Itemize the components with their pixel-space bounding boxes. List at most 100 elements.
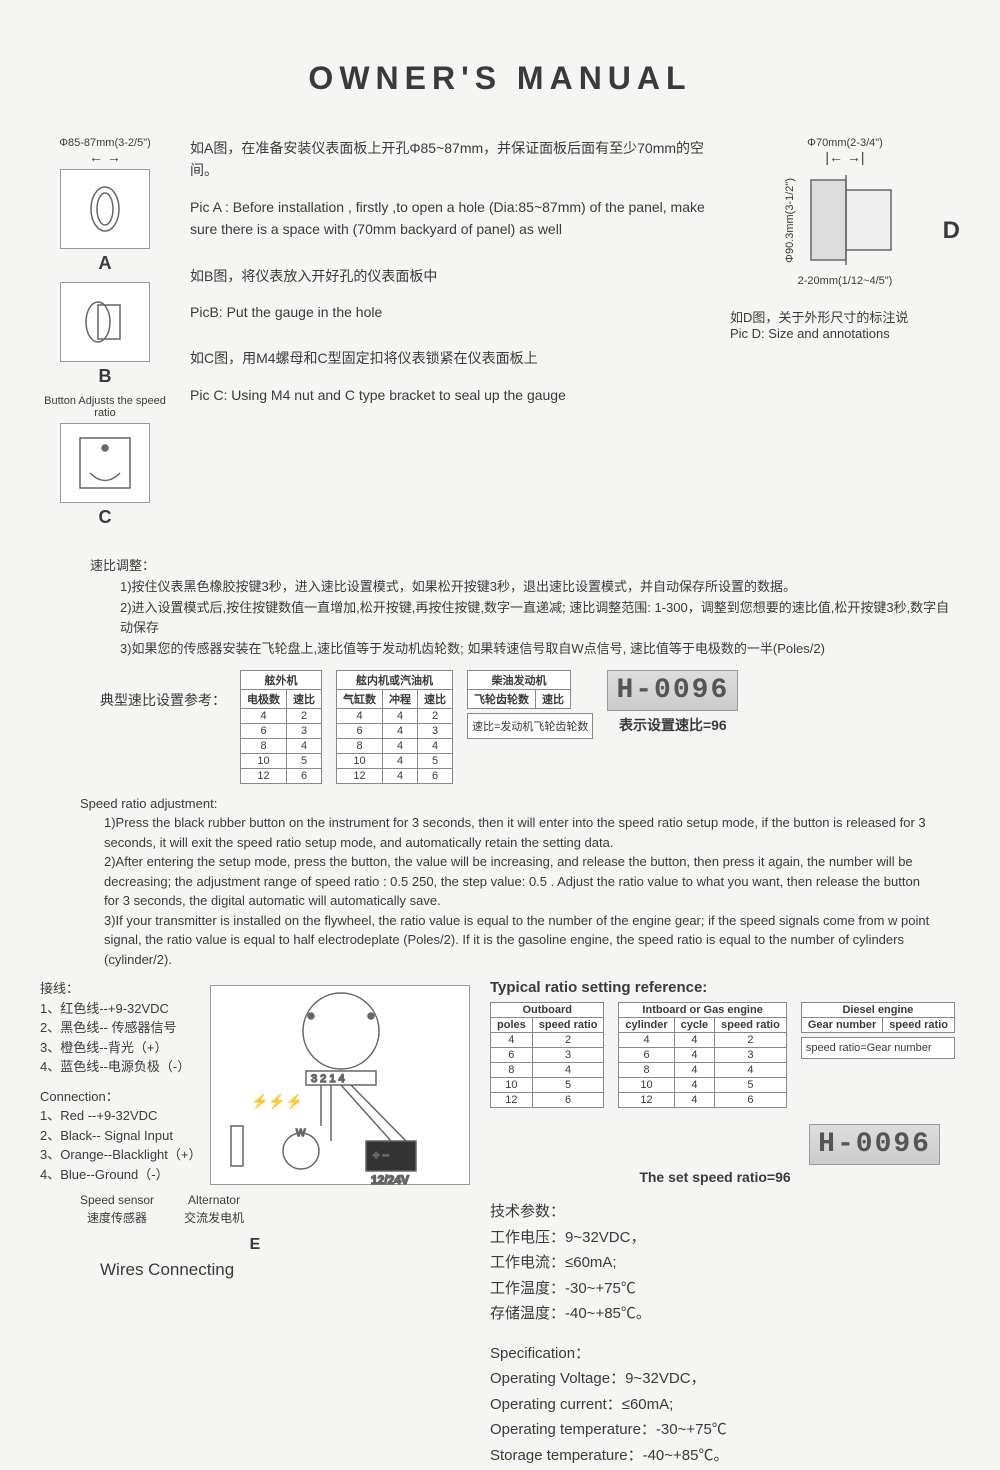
arrow-icon: ← → bbox=[40, 149, 170, 165]
diagram-d-icon bbox=[796, 165, 906, 275]
table-cell: 4 bbox=[383, 753, 418, 768]
speed-sensor-label: Speed sensor bbox=[80, 1191, 154, 1209]
table-cell: 4 bbox=[674, 1063, 715, 1078]
wire-en-title: Connection： bbox=[40, 1087, 210, 1107]
table-cell: 4 bbox=[674, 1033, 715, 1048]
table-cell: 4 bbox=[674, 1078, 715, 1093]
table-cell: 10 bbox=[491, 1078, 533, 1093]
spec-en-2: Operating current：≤60mA; bbox=[490, 1392, 960, 1418]
right-bottom: Typical ratio setting reference: Outboar… bbox=[470, 979, 960, 1468]
table-cell: 4 bbox=[337, 708, 383, 723]
table-cell: 4 bbox=[491, 1033, 533, 1048]
diesel-en-block: Diesel engine Gear numberspeed ratio spe… bbox=[801, 1002, 955, 1059]
dim-d-side: Φ90.3mm(3-1/2") bbox=[784, 178, 796, 263]
ratio-en-title: Speed ratio adjustment: bbox=[80, 794, 930, 814]
wire-en-2: 2、Black-- Signal Input bbox=[40, 1126, 210, 1146]
table-cell: 4 bbox=[715, 1063, 787, 1078]
dim-a-text: Φ85-87mm(3-2/5") bbox=[40, 137, 170, 149]
ratio-cn-2: 2)进入设置模式后,按住按键数值一直增加,松开按键,再按住按键,数字一直递减; … bbox=[90, 598, 960, 640]
table-cell: 3 bbox=[715, 1048, 787, 1063]
table-cell: 4 bbox=[674, 1048, 715, 1063]
table-cell: 2 bbox=[715, 1033, 787, 1048]
arrow-d-icon: |← →| bbox=[730, 149, 960, 165]
table-title: 舷内机或汽油机 bbox=[337, 670, 453, 689]
speed-sensor-cn: 速度传感器 bbox=[80, 1209, 154, 1227]
wires-connecting: Wires Connecting bbox=[100, 1257, 470, 1283]
lcd-caption-en: The set speed ratio=96 bbox=[490, 1169, 940, 1185]
table-cell: 8 bbox=[491, 1063, 533, 1078]
spec-en-4: Storage temperature：-40~+85℃。 bbox=[490, 1443, 960, 1469]
diagram-a bbox=[60, 169, 150, 249]
table-cell: 6 bbox=[287, 768, 322, 783]
diagram-b bbox=[60, 282, 150, 362]
wire-en-1: 1、Red --+9-32VDC bbox=[40, 1106, 210, 1126]
wiring-diagram: 3 2 1 4 + − 12/24V W ⚡⚡⚡ bbox=[210, 985, 470, 1185]
diesel-formula-cn: 速比=发动机飞轮齿轮数 bbox=[467, 713, 593, 739]
table-cell: 2 bbox=[532, 1033, 604, 1048]
ratio-cn-3: 3)如果您的传感器安装在飞轮盘上,速比值等于发动机齿轮数; 如果转速信号取自W点… bbox=[90, 639, 960, 660]
table-cell: 5 bbox=[287, 753, 322, 768]
table-cell: 3 bbox=[532, 1048, 604, 1063]
table-cell: 4 bbox=[383, 723, 418, 738]
left-diagrams: Φ85-87mm(3-2/5") ← → A B Button Adjusts … bbox=[40, 137, 170, 536]
svg-text:W: W bbox=[296, 1128, 306, 1139]
ref-cn-label: 典型速比设置参考： bbox=[100, 690, 226, 710]
wire-en-4: 4、Blue--Ground（-） bbox=[40, 1165, 210, 1185]
table-cell: 6 bbox=[532, 1093, 604, 1108]
label-e: E bbox=[250, 1236, 261, 1253]
spec-en-3: Operating temperature：-30~+75℃ bbox=[490, 1417, 960, 1443]
label-b-sub: Button Adjusts the speed ratio bbox=[40, 395, 170, 419]
spec-cn-3: 工作温度：-30~+75℃ bbox=[490, 1276, 960, 1302]
table-cell: 5 bbox=[532, 1078, 604, 1093]
table-cell: 6 bbox=[715, 1093, 787, 1108]
table-cell: 5 bbox=[418, 753, 453, 768]
lcd-display-en: H-0096 bbox=[809, 1124, 940, 1165]
inboard-en-table: Intboard or Gas engine cylindercyclespee… bbox=[618, 1002, 786, 1108]
dim-d-top: Φ70mm(2-3/4") bbox=[730, 137, 960, 149]
table-cell: 6 bbox=[241, 723, 287, 738]
wiring-column: 接线： 1、红色线--+9-32VDC 2、黑色线-- 传感器信号 3、橙色线-… bbox=[40, 979, 470, 1468]
table-cell: 8 bbox=[619, 1063, 674, 1078]
table-cell: 10 bbox=[241, 753, 287, 768]
table-cell: 2 bbox=[418, 708, 453, 723]
pic-b-en: PicB: Put the gauge in the hole bbox=[190, 301, 710, 323]
table-cell: 6 bbox=[418, 768, 453, 783]
table-cell: 12 bbox=[619, 1093, 674, 1108]
wire-cn-4: 4、蓝色线--电源负极（-） bbox=[40, 1057, 210, 1077]
spec-cn-1: 工作电压：9~32VDC， bbox=[490, 1225, 960, 1251]
spec-en-1: Operating Voltage：9~32VDC， bbox=[490, 1366, 960, 1392]
spec-cn-title: 技术参数： bbox=[490, 1199, 960, 1225]
svg-text:⚡⚡⚡: ⚡⚡⚡ bbox=[251, 1093, 303, 1110]
ratio-adjustment-en: Speed ratio adjustment: 1)Press the blac… bbox=[80, 794, 930, 970]
ratio-cn-title: 速比调整： bbox=[90, 556, 960, 577]
pic-b-cn: 如B图，将仪表放入开好孔的仪表面板中 bbox=[190, 265, 710, 287]
table-cell: 10 bbox=[337, 753, 383, 768]
table-cell: 6 bbox=[337, 723, 383, 738]
pic-a-cn: 如A图，在准备安装仪表面板上开孔Φ85~87mm，并保证面板后面有至少70mm的… bbox=[190, 137, 710, 182]
diagram-d-block: Φ70mm(2-3/4") |← →| Φ90.3mm(3-1/2") D 2-… bbox=[730, 137, 960, 536]
inboard-cn-table: 舷内机或汽油机 气缸数冲程速比 44264384410451246 bbox=[336, 670, 453, 784]
spec-cn-2: 工作电流：≤60mA; bbox=[490, 1250, 960, 1276]
pic-c-en: Pic C: Using M4 nut and C type bracket t… bbox=[190, 384, 710, 406]
label-b: B bbox=[40, 366, 170, 387]
table-cell: 6 bbox=[619, 1048, 674, 1063]
diesel-cn-block: 柴油发动机 飞轮齿轮数速比 速比=发动机飞轮齿轮数 bbox=[467, 670, 593, 739]
diesel-formula-en: speed ratio=Gear number bbox=[801, 1037, 955, 1059]
table-cell: 4 bbox=[619, 1033, 674, 1048]
spec-cn: 技术参数： 工作电压：9~32VDC， 工作电流：≤60mA; 工作温度：-30… bbox=[490, 1199, 960, 1327]
wire-cn-3: 3、橙色线--背光（+） bbox=[40, 1038, 210, 1058]
diagram-c bbox=[60, 423, 150, 503]
dim-d-bottom: 2-20mm(1/12~4/5") bbox=[730, 275, 960, 287]
spec-en: Specification： Operating Voltage：9~32VDC… bbox=[490, 1341, 960, 1469]
ratio-tables-cn: 典型速比设置参考： 舷外机 电极数速比 426384105126 舷内机或汽油机… bbox=[100, 670, 960, 784]
ratio-en-1: 1)Press the black rubber button on the i… bbox=[80, 813, 930, 852]
table-cell: 12 bbox=[337, 768, 383, 783]
table-cell: 8 bbox=[337, 738, 383, 753]
label-a: A bbox=[40, 253, 170, 274]
page-title: OWNER'S MANUAL bbox=[40, 60, 960, 97]
table-cell: 3 bbox=[287, 723, 322, 738]
pic-c-cn: 如C图，用M4螺母和C型固定扣将仪表锁紧在仪表面板上 bbox=[190, 347, 710, 369]
wire-en-3: 3、Orange--Blacklight（+） bbox=[40, 1145, 210, 1165]
outboard-en-table: Outboard polesspeed ratio 426384105126 bbox=[490, 1002, 604, 1108]
table-cell: 4 bbox=[287, 738, 322, 753]
